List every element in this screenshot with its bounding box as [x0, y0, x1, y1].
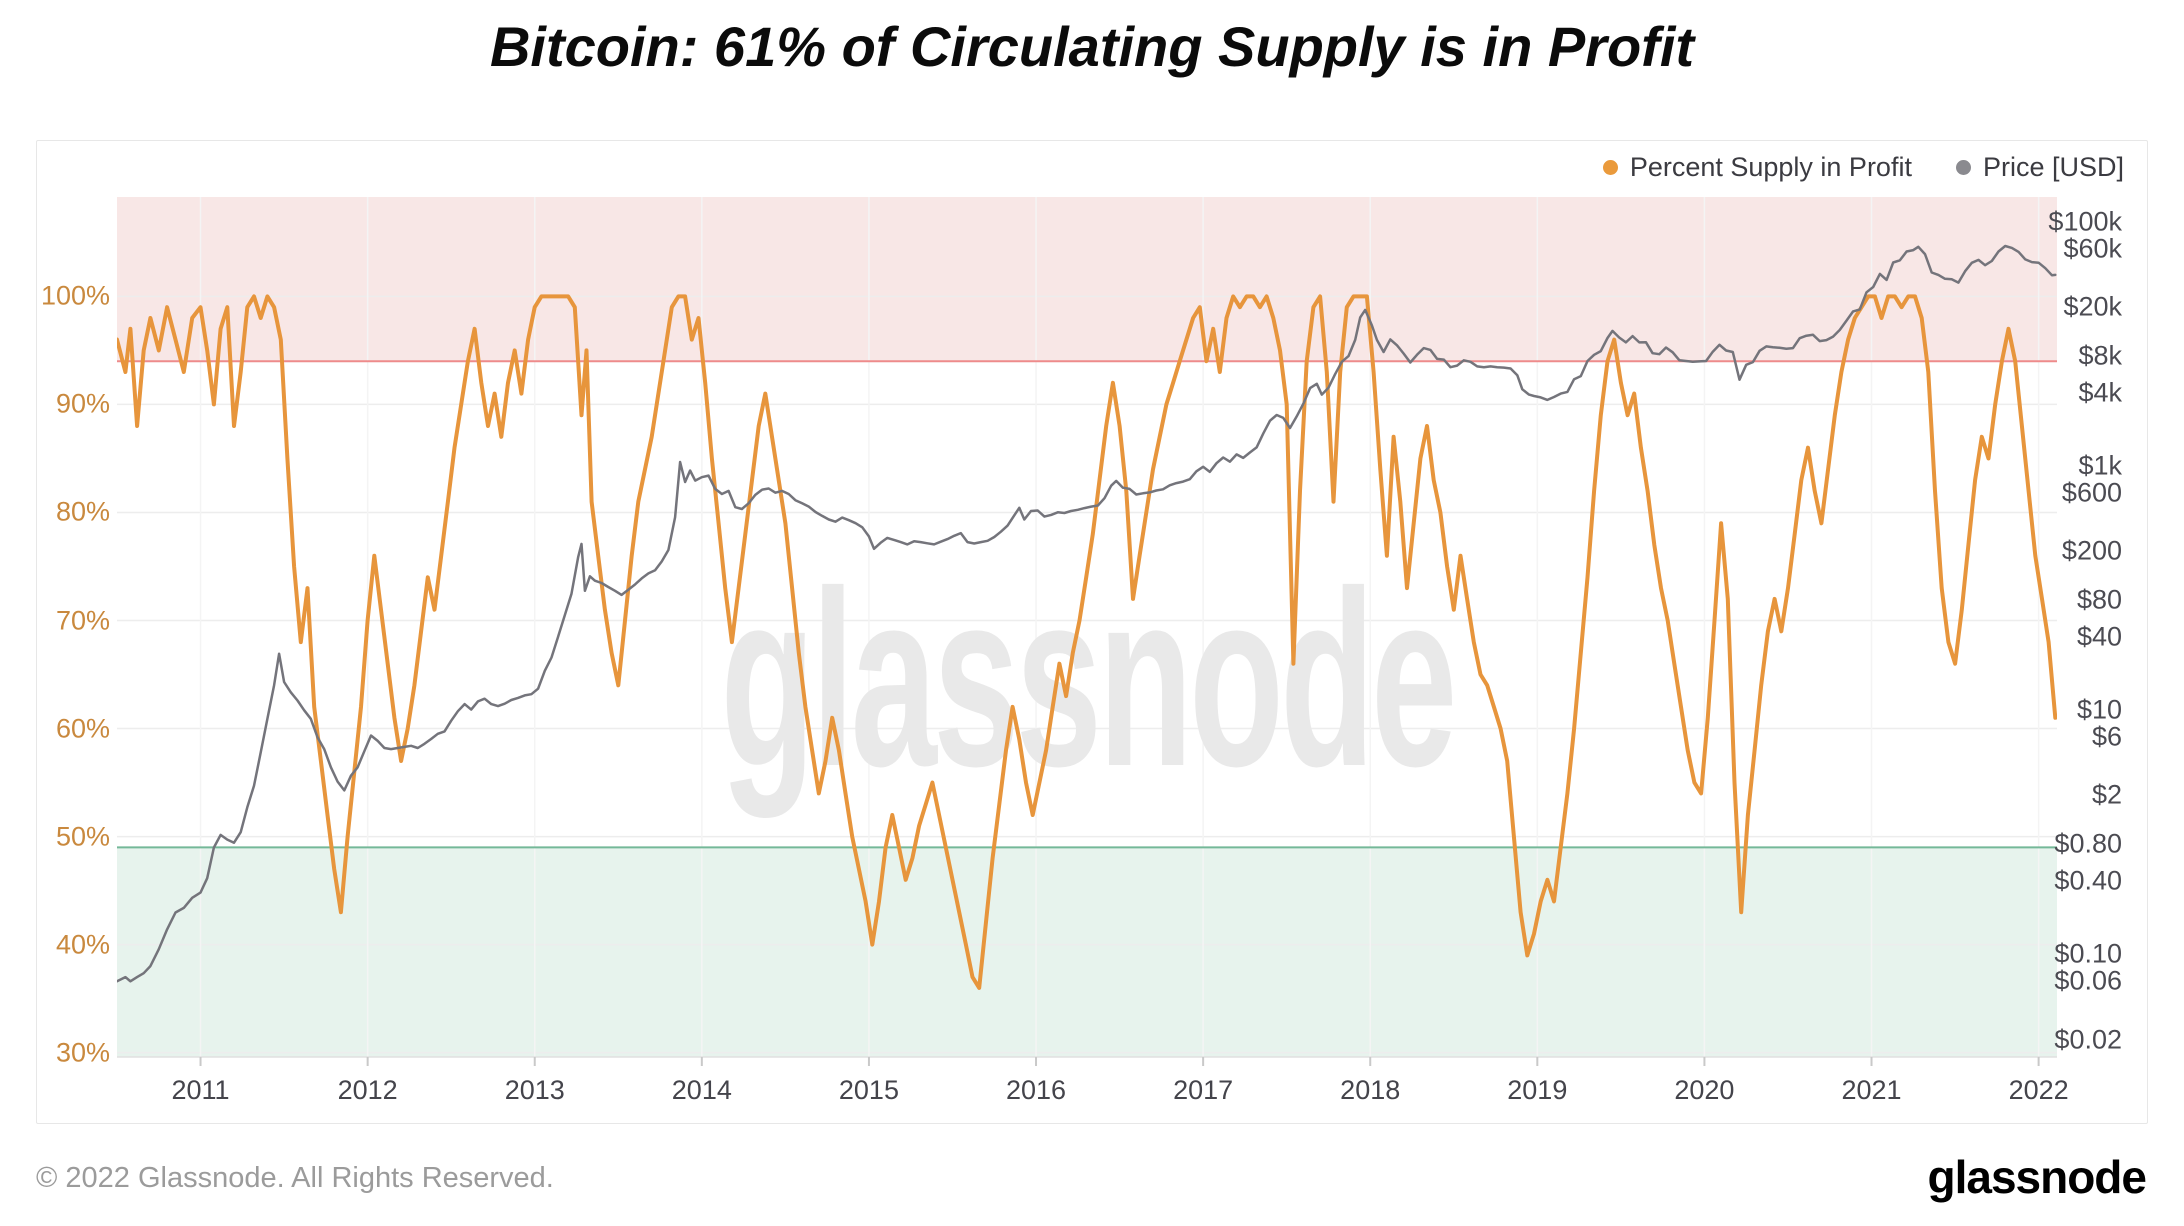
y-axis-right-tick-label: $0.02 [2054, 1024, 2122, 1055]
legend-dot-icon [1955, 160, 1971, 175]
series-group [117, 244, 2057, 990]
glassnode-logo: glassnode [1927, 1151, 2147, 1203]
y-axis-left-tick-label: 100% [40, 280, 110, 311]
y-axis-right-tick-label: $100k [2048, 206, 2122, 237]
x-axis-tick-label: 2022 [2008, 1075, 2069, 1105]
y-axis-left-tick-label: 80% [55, 496, 110, 527]
y-axis-right-tick-label: $1k [2078, 450, 2122, 481]
y-axis-right-tick-label: $0.40 [2054, 865, 2122, 896]
x-axis-tick-label: 2017 [1173, 1075, 1234, 1105]
legend-item-percent-supply-in-profit[interactable]: Percent Supply in Profit [1602, 152, 1912, 183]
y-axis-right-tick-label: $0.80 [2054, 828, 2122, 859]
series-percent-supply-in-profit [117, 294, 2057, 990]
y-axis-right-tick-label: $0.06 [2054, 965, 2122, 996]
x-axis-tick-label: 2011 [171, 1075, 230, 1105]
y-axis-right-tick-label: $80 [2076, 584, 2122, 615]
y-axis-right-tick-label: $40 [2076, 621, 2122, 652]
y-axis-right-tick-label: $4k [2078, 377, 2122, 408]
legend-item-label: Price [USD] [1982, 152, 2124, 182]
series-price-usd- [117, 244, 2057, 983]
y-axis-left-tick-label: 30% [55, 1037, 110, 1068]
y-axis-right-tick-label: $10 [2076, 694, 2122, 725]
y-axis-right-tick-label: $60k [2063, 233, 2122, 264]
x-axis-tick-label: 2013 [504, 1075, 565, 1105]
legend-item-label: Percent Supply in Profit [1629, 152, 1912, 182]
legend-item-price-usd-[interactable]: Price [USD] [1955, 152, 2124, 183]
y-axis-left-tick-label: 90% [55, 388, 110, 419]
x-axis-tick-label: 2012 [337, 1075, 398, 1105]
x-axis-tick-label: 2015 [838, 1075, 899, 1105]
y-axis-right-tick-label: $200 [2061, 535, 2122, 566]
x-axis-tick-label: 2020 [1674, 1075, 1735, 1105]
y-axis-right-tick-label: $8k [2078, 340, 2122, 371]
x-axis-tick-label: 2021 [1841, 1075, 1902, 1105]
y-axis-right-tick-label: $2 [2091, 779, 2122, 810]
y-axis-left-tick-label: 70% [55, 605, 110, 636]
y-axis-right-tick-label: $600 [2061, 477, 2122, 508]
x-axis-tick-label: 2016 [1005, 1075, 1067, 1105]
y-axis-right-tick-label: $20k [2063, 291, 2122, 322]
overbought-band [117, 197, 2057, 362]
x-axis-tick-label: 2018 [1340, 1075, 1401, 1105]
x-axis-tick-label: 2014 [671, 1075, 732, 1105]
y-axis-left-tick-label: 40% [55, 929, 110, 960]
legend: Percent Supply in Profit Price [USD] [1602, 152, 2124, 183]
y-axis-left-tick-label: 60% [55, 713, 110, 744]
footer-copyright: © 2022 Glassnode. All Rights Reserved. [36, 1162, 554, 1194]
y-axis-left-tick-label: 50% [55, 821, 110, 852]
y-axis-right-tick-label: $0.10 [2054, 938, 2122, 969]
x-axis-tick-label: 2019 [1507, 1075, 1568, 1105]
oversold-band [117, 847, 2057, 1057]
legend-dot-icon [1602, 160, 1618, 175]
y-axis-right-tick-label: $6 [2091, 721, 2122, 752]
page-title: Bitcoin: 61% of Circulating Supply is in… [489, 15, 1695, 78]
